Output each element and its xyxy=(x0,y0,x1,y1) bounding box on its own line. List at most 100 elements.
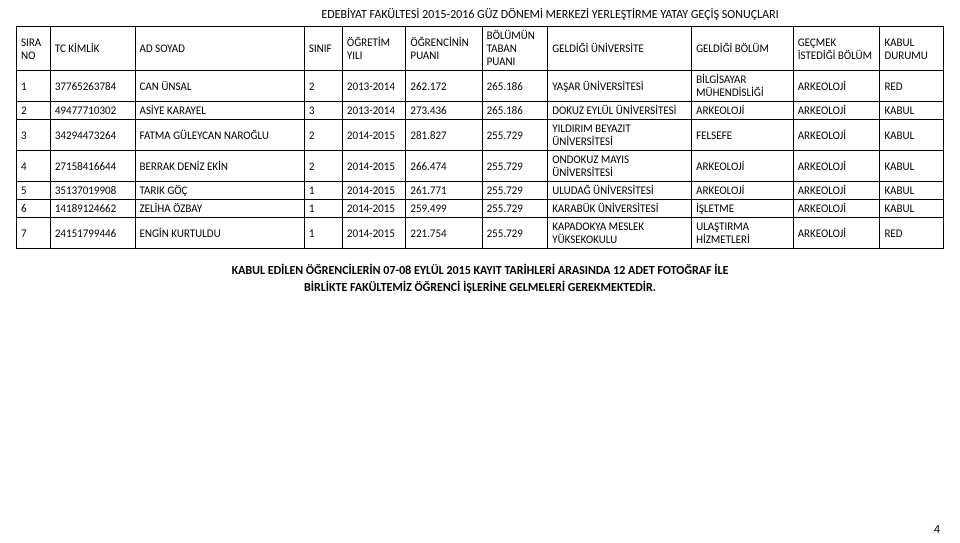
cell-yil: 2014-2015 xyxy=(342,200,405,218)
cell-uni: KAPADOKYA MESLEK YÜKSEKOKULU xyxy=(548,218,692,249)
table-row: 334294473264FATMA GÜLEYCAN NAROĞLU22014-… xyxy=(17,120,944,151)
cell-opuan: 259.499 xyxy=(406,200,482,218)
cell-durum: KABUL xyxy=(880,182,944,200)
cell-ibolum: ARKEOLOJİ xyxy=(793,71,880,102)
footer-note: KABUL EDİLEN ÖĞRENCİLERİN 07-08 EYLÜL 20… xyxy=(16,263,944,297)
col-yil: ÖĞRETİM YILI xyxy=(342,27,405,71)
cell-sira: 4 xyxy=(17,151,51,182)
col-sinif: SINIF xyxy=(304,27,342,71)
cell-sinif: 2 xyxy=(304,151,342,182)
cell-sinif: 1 xyxy=(304,182,342,200)
cell-ibolum: ARKEOLOJİ xyxy=(793,102,880,120)
cell-gbolum: ARKEOLOJİ xyxy=(692,102,794,120)
cell-opuan: 266.474 xyxy=(406,151,482,182)
cell-gbolum: ARKEOLOJİ xyxy=(692,151,794,182)
cell-ad: BERRAK DENİZ EKİN xyxy=(135,151,304,182)
cell-sira: 7 xyxy=(17,218,51,249)
cell-sinif: 2 xyxy=(304,120,342,151)
cell-yil: 2014-2015 xyxy=(342,218,405,249)
table-row: 137765263784CAN ÜNSAL22013-2014262.17226… xyxy=(17,71,944,102)
col-tpuan: BÖLÜMÜN TABAN PUANI xyxy=(482,27,548,71)
cell-tc: 27158416644 xyxy=(50,151,135,182)
footer-line-1: KABUL EDİLEN ÖĞRENCİLERİN 07-08 EYLÜL 20… xyxy=(232,264,729,278)
cell-uni: YAŞAR ÜNİVERSİTESİ xyxy=(548,71,692,102)
footer-line-2: BİRLİKTE FAKÜLTEMİZ ÖĞRENCİ İŞLERİNE GEL… xyxy=(304,281,656,295)
cell-uni: ULUDAĞ ÜNİVERSİTESİ xyxy=(548,182,692,200)
col-opuan: ÖĞRENCİNİN PUANI xyxy=(406,27,482,71)
table-row: 724151799446ENGİN KURTULDU12014-2015221.… xyxy=(17,218,944,249)
cell-tpuan: 255.729 xyxy=(482,120,548,151)
cell-ad: ENGİN KURTULDU xyxy=(135,218,304,249)
col-durum: KABUL DURUMU xyxy=(880,27,944,71)
col-uni: GELDİĞİ ÜNİVERSİTE xyxy=(548,27,692,71)
cell-tc: 24151799446 xyxy=(50,218,135,249)
cell-opuan: 281.827 xyxy=(406,120,482,151)
cell-opuan: 261.771 xyxy=(406,182,482,200)
cell-sinif: 2 xyxy=(304,71,342,102)
cell-durum: RED xyxy=(880,71,944,102)
cell-ad: FATMA GÜLEYCAN NAROĞLU xyxy=(135,120,304,151)
table-header-row: SIRA NO TC KİMLİK AD SOYAD SINIF ÖĞRETİM… xyxy=(17,27,944,71)
cell-gbolum: FELSEFE xyxy=(692,120,794,151)
cell-yil: 2014-2015 xyxy=(342,182,405,200)
cell-gbolum: İŞLETME xyxy=(692,200,794,218)
cell-durum: KABUL xyxy=(880,102,944,120)
cell-tc: 49477710302 xyxy=(50,102,135,120)
cell-sinif: 1 xyxy=(304,218,342,249)
cell-gbolum: ARKEOLOJİ xyxy=(692,182,794,200)
cell-uni: ONDOKUZ MAYIS ÜNİVERSİTESİ xyxy=(548,151,692,182)
cell-opuan: 221.754 xyxy=(406,218,482,249)
page-number: 4 xyxy=(934,523,940,537)
cell-tpuan: 255.729 xyxy=(482,200,548,218)
table-row: 535137019908TARIK GÖÇ12014-2015261.77125… xyxy=(17,182,944,200)
cell-tpuan: 255.729 xyxy=(482,151,548,182)
cell-tc: 37765263784 xyxy=(50,71,135,102)
cell-ad: TARIK GÖÇ xyxy=(135,182,304,200)
cell-durum: RED xyxy=(880,218,944,249)
cell-tc: 34294473264 xyxy=(50,120,135,151)
cell-durum: KABUL xyxy=(880,200,944,218)
results-table: SIRA NO TC KİMLİK AD SOYAD SINIF ÖĞRETİM… xyxy=(16,26,944,249)
cell-tpuan: 265.186 xyxy=(482,71,548,102)
cell-sinif: 1 xyxy=(304,200,342,218)
page-title: EDEBİYAT FAKÜLTESİ 2015-2016 GÜZ DÖNEMİ … xyxy=(16,8,944,22)
cell-uni: DOKUZ EYLÜL ÜNİVERSİTESİ xyxy=(548,102,692,120)
table-row: 427158416644BERRAK DENİZ EKİN22014-20152… xyxy=(17,151,944,182)
cell-opuan: 273.436 xyxy=(406,102,482,120)
cell-gbolum: BİLGİSAYAR MÜHENDİSLİĞİ xyxy=(692,71,794,102)
col-ibolum: GEÇMEK İSTEDİĞİ BÖLÜM xyxy=(793,27,880,71)
table-row: 614189124662ZELİHA ÖZBAY12014-2015259.49… xyxy=(17,200,944,218)
cell-tpuan: 255.729 xyxy=(482,182,548,200)
col-tc: TC KİMLİK xyxy=(50,27,135,71)
col-gbolum: GELDİĞİ BÖLÜM xyxy=(692,27,794,71)
cell-ad: ZELİHA ÖZBAY xyxy=(135,200,304,218)
cell-tpuan: 265.186 xyxy=(482,102,548,120)
cell-tpuan: 255.729 xyxy=(482,218,548,249)
cell-ibolum: ARKEOLOJİ xyxy=(793,120,880,151)
cell-sira: 5 xyxy=(17,182,51,200)
cell-durum: KABUL xyxy=(880,151,944,182)
cell-ibolum: ARKEOLOJİ xyxy=(793,218,880,249)
cell-ad: ASİYE KARAYEL xyxy=(135,102,304,120)
cell-sira: 2 xyxy=(17,102,51,120)
cell-sira: 1 xyxy=(17,71,51,102)
cell-yil: 2014-2015 xyxy=(342,151,405,182)
cell-sira: 6 xyxy=(17,200,51,218)
cell-ibolum: ARKEOLOJİ xyxy=(793,182,880,200)
cell-sira: 3 xyxy=(17,120,51,151)
cell-tc: 14189124662 xyxy=(50,200,135,218)
cell-uni: YILDIRIM BEYAZIT ÜNİVERSİTESİ xyxy=(548,120,692,151)
cell-ad: CAN ÜNSAL xyxy=(135,71,304,102)
cell-yil: 2014-2015 xyxy=(342,120,405,151)
cell-opuan: 262.172 xyxy=(406,71,482,102)
cell-ibolum: ARKEOLOJİ xyxy=(793,151,880,182)
cell-yil: 2013-2014 xyxy=(342,102,405,120)
col-sira: SIRA NO xyxy=(17,27,51,71)
cell-uni: KARABÜK ÜNİVERSİTESİ xyxy=(548,200,692,218)
table-row: 249477710302ASİYE KARAYEL32013-2014273.4… xyxy=(17,102,944,120)
cell-sinif: 3 xyxy=(304,102,342,120)
cell-yil: 2013-2014 xyxy=(342,71,405,102)
cell-gbolum: ULAŞTIRMA HİZMETLERİ xyxy=(692,218,794,249)
cell-tc: 35137019908 xyxy=(50,182,135,200)
col-ad: AD SOYAD xyxy=(135,27,304,71)
